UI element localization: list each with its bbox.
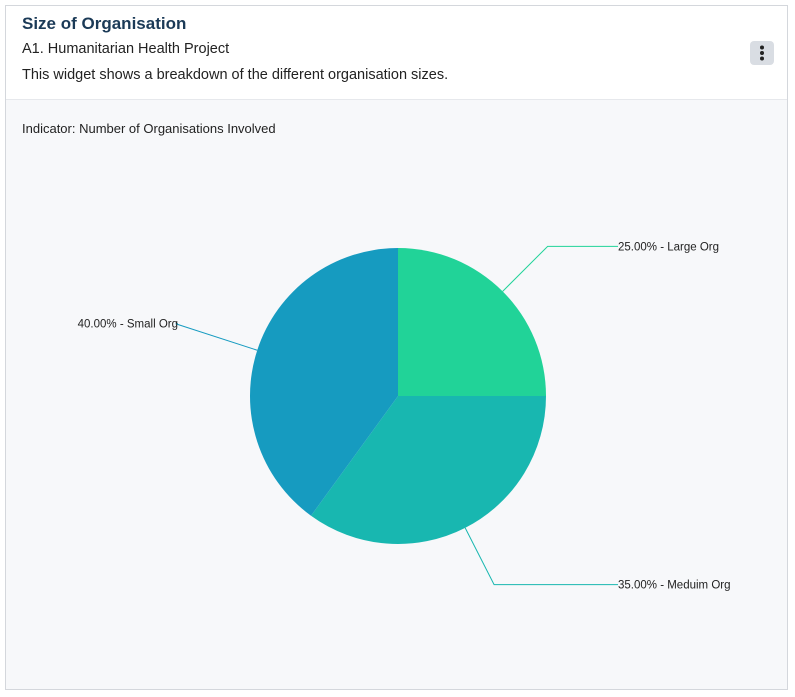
widget-header: Size of Organisation A1. Humanitarian He… <box>6 6 787 100</box>
widget-title: Size of Organisation <box>22 14 187 33</box>
widget-body: Indicator: Number of Organisations Invol… <box>6 100 787 689</box>
pie-labels: 25.00% - Large Org 35.00% - Meduim Org 40.… <box>78 241 731 591</box>
pie-slice-large-org[interactable] <box>398 248 546 396</box>
pie-leader-line <box>464 527 618 586</box>
kebab-menu-icon <box>760 45 764 61</box>
pie-label: 25.00% - Large Org <box>618 241 719 253</box>
pie-leader-line <box>175 323 258 351</box>
widget-description: This widget shows a breakdown of the dif… <box>22 67 449 83</box>
pie-slices <box>250 248 546 544</box>
widget-card: Size of Organisation A1. Humanitarian He… <box>5 5 788 690</box>
pie-label: 35.00% - Meduim Org <box>618 580 731 592</box>
pie-slice-small-org[interactable] <box>250 248 398 516</box>
pie-chart: 25.00% - Large Org 35.00% - Meduim Org 40.… <box>78 241 731 591</box>
widget-menu-button[interactable] <box>750 41 774 65</box>
pie-label: 40.00% - Small Org <box>78 319 178 331</box>
pie-leader-line <box>502 245 618 292</box>
indicator-label: Indicator: Number of Organisations Invol… <box>22 121 276 136</box>
widget-subtitle: A1. Humanitarian Health Project <box>22 41 230 57</box>
pie-slice-meduim-org[interactable] <box>311 396 546 544</box>
